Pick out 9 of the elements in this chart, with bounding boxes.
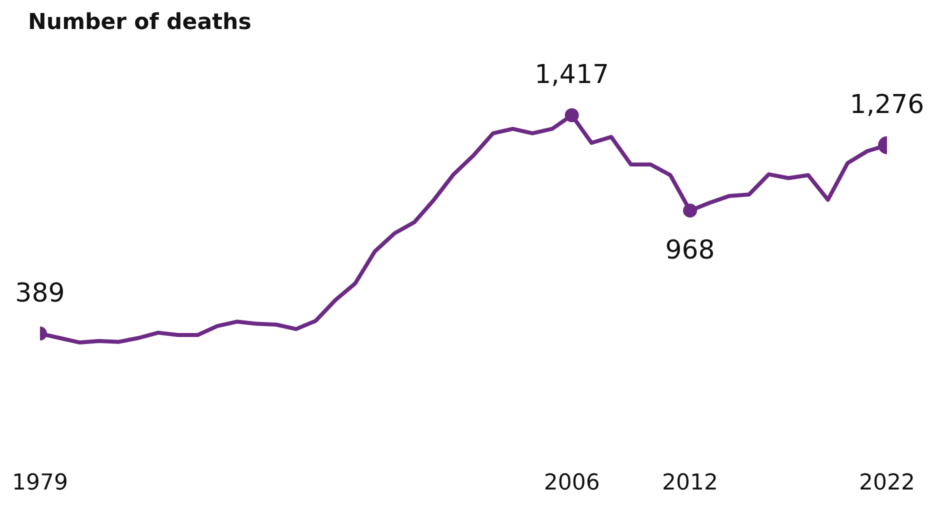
- data-label: 968: [665, 235, 715, 266]
- data-label: 389: [15, 278, 65, 308]
- chart-title: Number of deaths: [28, 10, 252, 35]
- x-tick-label: 2022: [859, 470, 915, 496]
- data-label: 1,417: [534, 60, 610, 90]
- x-tick-label: 2012: [662, 470, 718, 496]
- x-tick-label: 2006: [544, 470, 600, 496]
- x-tick-label: 1979: [12, 470, 68, 496]
- data-label: 1,276: [850, 90, 924, 120]
